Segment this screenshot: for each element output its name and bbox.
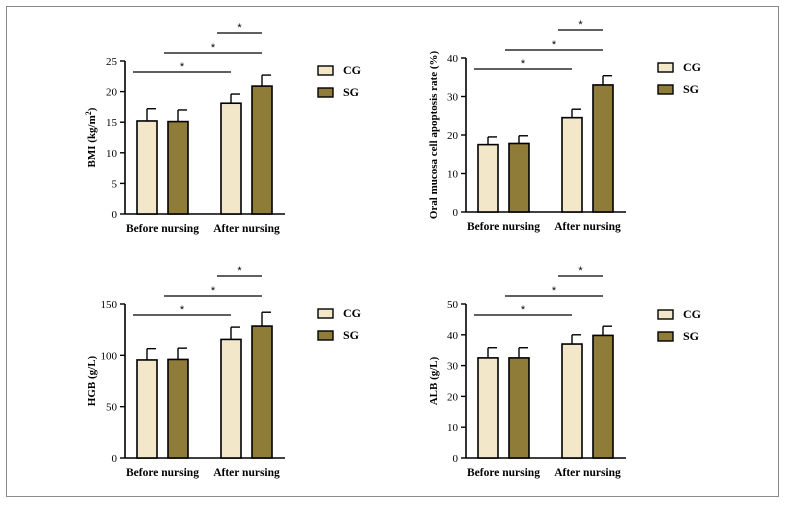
bar-cg-before [477, 357, 499, 459]
y-tick-label: 50 [106, 402, 118, 414]
significance-star: * [552, 285, 557, 297]
legend-swatch-sg [317, 330, 334, 341]
y-tick-label: 20 [447, 130, 459, 142]
significance-star: * [211, 285, 216, 297]
y-tick-label: 0 [112, 453, 118, 465]
legend-label-cg: CG [343, 63, 361, 77]
y-tick-label: 30 [447, 92, 459, 104]
significance-star: * [237, 22, 242, 34]
x-tick-label: After nursing [554, 221, 621, 233]
y-tick-label: 20 [447, 391, 459, 403]
y-axis-label: HGB (g/L) [86, 355, 98, 406]
legend-swatch-cg [657, 309, 674, 320]
legend-swatch-cg [657, 62, 674, 73]
y-axis-label-suffix: ) [86, 107, 98, 111]
figure-frame: 0 5 10 15 20 25 BMI (kg/m2) Before nursing After… [6, 6, 779, 497]
y-tick-label: 30 [447, 361, 459, 373]
bar-cg-before [136, 359, 158, 459]
y-axis-label: Oral mucosa cell apoptosis rate (%) [428, 50, 440, 219]
legend-label-sg: SG [683, 82, 699, 96]
bar-cg-after [220, 102, 242, 215]
x-tick-label: Before nursing [126, 467, 199, 479]
legend-swatch-sg [657, 84, 674, 95]
y-tick-label: 10 [447, 422, 459, 434]
bar-sg-before [508, 357, 530, 459]
bar-cg-before [136, 120, 158, 215]
y-axis-label-superscript: 2 [84, 111, 93, 115]
y-tick-label: 10 [106, 148, 118, 160]
y-tick-label: 5 [112, 178, 118, 190]
bar-cg-before [477, 143, 499, 213]
legend-swatch-sg [317, 87, 334, 98]
y-tick-label: 20 [106, 87, 118, 99]
significance-star: * [578, 265, 583, 277]
significance-star: * [211, 42, 216, 54]
bar-sg-after [251, 325, 273, 459]
bar-sg-before [167, 120, 189, 215]
legend-label-sg: SG [343, 85, 359, 99]
y-tick-label: 150 [101, 299, 118, 311]
x-tick-label: After nursing [213, 223, 280, 235]
bar-cg-after [561, 343, 583, 459]
y-tick-label: 0 [453, 207, 459, 219]
legend-swatch-cg [317, 308, 334, 319]
x-tick-label: Before nursing [467, 467, 540, 479]
y-tick-label: 40 [447, 53, 459, 65]
x-tick-label: After nursing [213, 467, 280, 479]
bar-sg-before [508, 142, 530, 213]
x-tick-label: Before nursing [126, 223, 199, 235]
y-axis-label: BMI (kg/m2) [84, 107, 98, 167]
significance-star: * [521, 58, 526, 70]
legend-swatch-sg [657, 331, 674, 342]
y-tick-label: 100 [101, 350, 118, 362]
y-tick-label: 50 [447, 299, 459, 311]
significance-star: * [180, 61, 185, 73]
legend-swatch-cg [317, 65, 334, 76]
y-tick-label: 40 [447, 330, 459, 342]
significance-star: * [180, 304, 185, 316]
significance-star: * [552, 39, 557, 51]
legend-label-sg: SG [683, 329, 699, 343]
bar-sg-before [167, 358, 189, 459]
legend-label-cg: CG [683, 60, 701, 74]
legend-label-sg: SG [343, 328, 359, 342]
y-tick-label: 10 [447, 169, 459, 181]
bar-cg-after [220, 338, 242, 459]
bar-sg-after [251, 85, 273, 215]
legend-label-cg: CG [683, 307, 701, 321]
y-tick-label: 15 [106, 117, 118, 129]
chart-panel-4: 0 10 20 30 40 50 ALB (g/L) Before nursing After … [428, 265, 701, 479]
y-axis-label: ALB (g/L) [428, 356, 440, 405]
y-tick-label: 25 [106, 56, 118, 68]
chart-panel-3: 0 50 100 150 HGB (g/L) Before nursing After nu… [86, 265, 361, 479]
significance-star: * [237, 265, 242, 277]
chart-panel-2: 0 10 20 30 40 Oral mucosa cell apoptosis rate… [428, 19, 701, 233]
bar-cg-after [561, 116, 583, 213]
legend-label-cg: CG [343, 306, 361, 320]
y-tick-label: 0 [453, 453, 459, 465]
chart-panel-1: 0 5 10 15 20 25 BMI (kg/m2) Before nursing After… [84, 22, 361, 235]
significance-star: * [521, 304, 526, 316]
y-tick-label: 0 [112, 209, 118, 221]
x-tick-label: After nursing [554, 467, 621, 479]
significance-star: * [578, 19, 583, 31]
x-tick-label: Before nursing [467, 221, 540, 233]
bar-sg-after [592, 84, 614, 213]
bar-sg-after [592, 334, 614, 459]
